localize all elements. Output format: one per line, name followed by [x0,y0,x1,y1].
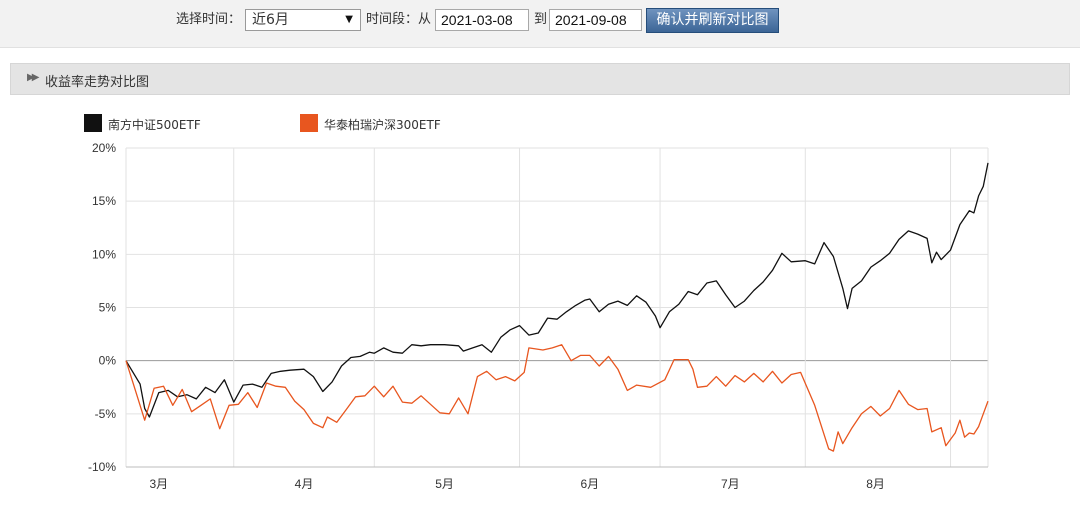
series-line-2 [125,344,989,452]
x-tick-label: 5月 [435,477,454,491]
chevron-down-icon: ▼ [345,14,353,25]
double-arrow-icon: ▶▶ [27,72,40,83]
range-label: 时间段：从 [366,12,432,27]
y-tick-label: 15% [92,194,116,208]
period-select-value: 近6月 [252,12,289,28]
x-tick-label: 7月 [721,477,740,491]
start-date-input[interactable] [435,9,529,31]
period-label: 选择时间： [176,12,242,27]
y-tick-label: 5% [99,301,117,315]
y-tick-label: 0% [99,354,117,368]
end-date-input[interactable] [549,9,642,31]
x-tick-label: 6月 [580,477,599,491]
axis-layer: 20% 15% 10% 5% 0% -5% -10% 3月 4月 5月 6月 7月 8月 [88,141,988,491]
filter-bar: 选择时间： 近6月 ▼ 时间段：从 到 确认并刷新对比图 [0,0,1080,48]
series-line-1 [125,162,989,418]
x-tick-label: 4月 [295,477,314,491]
x-tick-label: 8月 [866,477,885,491]
series-layer [125,162,989,452]
to-label: 到 [534,12,548,27]
period-select[interactable]: 近6月 ▼ [245,9,361,31]
section-title: 收益率走势对比图 [45,75,150,90]
legend-label-csi300: 华泰柏瑞沪深300ETF [324,118,441,132]
legend-swatch-csi300 [300,114,318,132]
confirm-refresh-button[interactable]: 确认并刷新对比图 [646,8,779,33]
y-tick-label: 20% [92,141,116,155]
y-tick-label: -10% [88,460,116,474]
y-tick-label: -5% [95,407,117,421]
section-header[interactable]: ▶▶ 收益率走势对比图 [10,63,1070,95]
legend-label-csi500: 南方中证500ETF [108,118,201,132]
x-tick-label: 3月 [149,477,168,491]
legend-swatch-csi500 [84,114,102,132]
y-tick-label: 10% [92,247,116,261]
grid-layer [125,147,989,468]
